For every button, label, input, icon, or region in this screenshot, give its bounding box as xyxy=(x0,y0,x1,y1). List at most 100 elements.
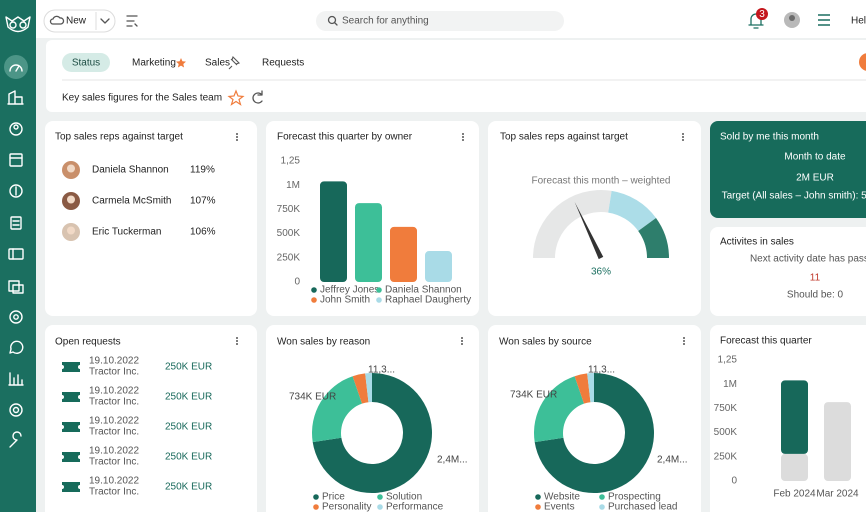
menu[interactable] xyxy=(818,14,830,26)
legend-label: Personality xyxy=(322,502,371,512)
legend-dot xyxy=(313,504,319,510)
more-menu[interactable] xyxy=(236,133,238,135)
y-tick-label: 250K xyxy=(277,252,301,263)
more-menu[interactable] xyxy=(683,343,685,345)
new-label: New xyxy=(66,16,87,27)
more-menu[interactable] xyxy=(682,139,684,141)
slice-label: 2,4M... xyxy=(437,455,468,466)
rep-name: Eric Tuckerman xyxy=(92,227,161,238)
card xyxy=(488,325,701,512)
legend-dot xyxy=(599,494,605,500)
sidebar xyxy=(0,0,36,512)
slice-label: 2,4M... xyxy=(657,455,688,466)
legend-dot xyxy=(376,297,382,303)
more-menu[interactable] xyxy=(682,136,684,138)
legend-dot xyxy=(376,287,382,293)
more-menu[interactable] xyxy=(683,340,685,342)
more-menu[interactable] xyxy=(683,337,685,339)
more-menu[interactable] xyxy=(462,136,464,138)
search-box[interactable] xyxy=(316,11,564,31)
more-menu[interactable] xyxy=(236,343,238,345)
card-title: Top sales reps against target xyxy=(55,132,183,143)
ticket-icon xyxy=(62,422,80,432)
bar xyxy=(425,251,452,282)
refresh[interactable] xyxy=(252,90,263,104)
legend-label: Jeffrey Jones xyxy=(320,285,379,296)
gauge-subtitle: Forecast this month – weighted xyxy=(532,176,671,187)
nav-icons[interactable] xyxy=(7,64,24,448)
active-tab[interactable] xyxy=(62,53,110,72)
card-title: Forecast this quarter by owner xyxy=(277,132,413,143)
active-nav[interactable] xyxy=(4,55,28,79)
y-tick-label: 0 xyxy=(294,277,300,288)
legend-label: Daniela Shannon xyxy=(385,285,462,296)
tab: Marketing xyxy=(132,58,176,69)
x-tick-label: Feb 2024 xyxy=(773,489,816,500)
legend-label: Events xyxy=(544,502,575,512)
header-card xyxy=(46,40,866,112)
legend-label: Solution xyxy=(386,492,422,503)
more-menu[interactable] xyxy=(461,343,463,345)
gauge-band xyxy=(533,190,612,258)
y-tick-label: 500K xyxy=(714,427,738,438)
card-title: Activites in sales xyxy=(720,237,794,248)
amount: 2M EUR xyxy=(796,173,834,184)
more-menu[interactable] xyxy=(461,337,463,339)
more-menu[interactable] xyxy=(462,133,464,135)
donut-slice xyxy=(365,373,372,403)
more-menu[interactable] xyxy=(236,136,238,138)
search-placeholder: Search for anything xyxy=(342,16,429,27)
donut-slice xyxy=(587,373,594,403)
fab[interactable] xyxy=(859,53,866,71)
tab: Sales xyxy=(205,58,230,69)
badge-count: 3 xyxy=(759,9,765,20)
tab: Requests xyxy=(262,58,304,69)
legend-dot xyxy=(311,297,317,303)
legend-label: Raphael Daugherty xyxy=(385,295,471,306)
period: Month to date xyxy=(784,152,846,163)
gauge-needle xyxy=(574,201,604,260)
request-date: 19.10.2022 xyxy=(89,416,139,427)
user-name: Hel xyxy=(851,16,866,27)
more-menu[interactable] xyxy=(462,139,464,141)
y-tick-label: 1M xyxy=(723,379,737,390)
slice-label: 11,3... xyxy=(368,365,395,376)
request-company: Tractor Inc. xyxy=(89,367,139,378)
request-amount: 250K EUR xyxy=(165,482,212,493)
gauge-value: 36% xyxy=(591,267,611,278)
rep-value: 107% xyxy=(190,196,216,207)
more-menu[interactable] xyxy=(236,337,238,339)
request-date: 19.10.2022 xyxy=(89,386,139,397)
y-tick-label: 1,25 xyxy=(718,355,738,366)
y-tick-label: 500K xyxy=(277,228,301,239)
chevron[interactable] xyxy=(100,18,110,24)
favorite[interactable] xyxy=(227,89,245,106)
ticket-icon xyxy=(62,362,80,372)
gauge-band xyxy=(638,218,669,258)
target: Target (All sales – John smith): 580K EU… xyxy=(722,191,866,202)
y-tick-label: 250K xyxy=(714,451,738,462)
dashboard-title: Key sales figures for the Sales team xyxy=(62,93,222,104)
bar-segment xyxy=(824,402,851,481)
legend-label: John Smith xyxy=(320,295,370,306)
more-menu[interactable] xyxy=(236,139,238,141)
legend-dot xyxy=(313,494,319,500)
filter-icon[interactable] xyxy=(126,15,138,27)
card-title: Top sales reps against target xyxy=(500,132,628,143)
x-tick-label: Mar 2024 xyxy=(816,489,859,500)
more-menu[interactable] xyxy=(682,133,684,135)
more-menu[interactable] xyxy=(461,340,463,342)
legend-label: Price xyxy=(322,492,345,503)
card xyxy=(45,325,257,512)
y-tick-label: 1M xyxy=(286,180,300,191)
request-company: Tractor Inc. xyxy=(89,427,139,438)
card-title: Sold by me this month xyxy=(720,132,819,143)
new-button[interactable] xyxy=(43,9,116,33)
donut-slice xyxy=(534,376,584,443)
legend-dot xyxy=(377,504,383,510)
more-menu[interactable] xyxy=(236,340,238,342)
card xyxy=(45,121,257,316)
rep-avatar-face xyxy=(67,226,75,235)
